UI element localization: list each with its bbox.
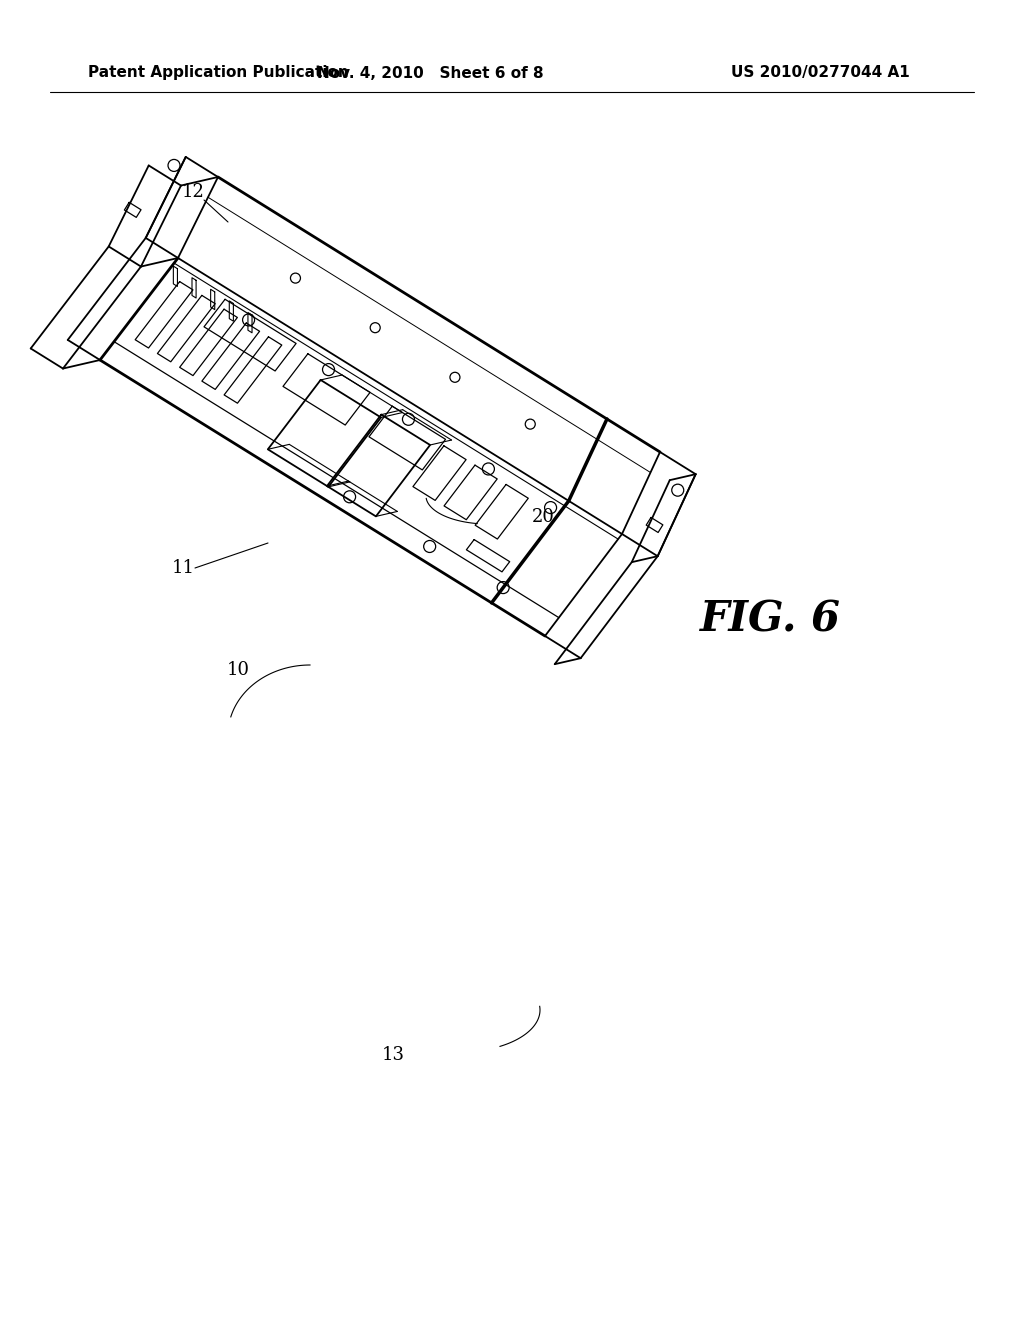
Text: 20: 20	[531, 508, 554, 525]
Text: 13: 13	[382, 1045, 404, 1064]
Text: FIG. 6: FIG. 6	[699, 599, 841, 642]
Text: 12: 12	[181, 183, 205, 201]
Text: 11: 11	[171, 558, 195, 577]
Text: 10: 10	[226, 661, 250, 678]
Text: Nov. 4, 2010   Sheet 6 of 8: Nov. 4, 2010 Sheet 6 of 8	[316, 66, 544, 81]
Text: US 2010/0277044 A1: US 2010/0277044 A1	[731, 66, 909, 81]
Text: Patent Application Publication: Patent Application Publication	[88, 66, 349, 81]
